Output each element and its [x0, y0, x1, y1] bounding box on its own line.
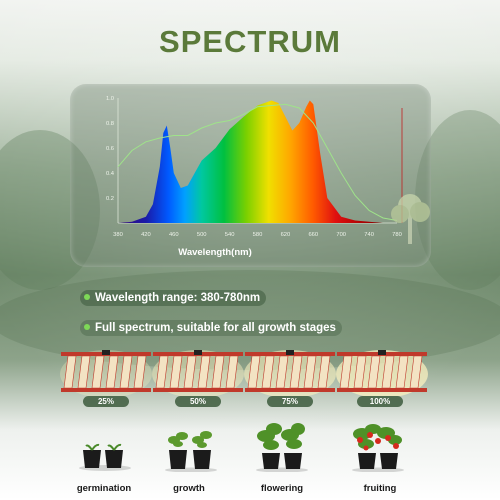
bullet-text: Full spectrum, suitable for all growth s…: [95, 322, 336, 334]
page-title: SPECTRUM: [0, 24, 500, 60]
x-tick-label: 580: [253, 232, 263, 238]
y-tick-label: 0.6: [106, 146, 114, 152]
y-tick-label: 1.0: [106, 96, 114, 102]
young-plant-pots-icon: [161, 420, 221, 472]
stage-label-growth: growth: [149, 483, 229, 494]
x-axis-label: Wavelength(nm): [70, 247, 360, 258]
grow-light-100: [334, 348, 430, 396]
driver-box: [194, 350, 202, 355]
stage-label-fruiting: fruiting: [340, 483, 420, 494]
x-tick-label: 700: [336, 232, 346, 238]
flowering-plant-pots-icon: [252, 420, 312, 472]
y-tick-label: 0.8: [106, 121, 114, 127]
grow-light-50: [150, 348, 246, 396]
lamp-bottom-bar: [337, 388, 427, 392]
x-tick-label: 380: [113, 232, 123, 238]
spectrum-chart: 380 420 460 500 540 580 620 660 700 740 780 1.0 0.8 0…: [70, 84, 431, 267]
x-tick-label: 460: [169, 232, 179, 238]
dimming-level-badge: 25%: [83, 396, 129, 407]
grow-light-75: [242, 348, 338, 396]
stage-label-flowering: flowering: [242, 483, 322, 494]
x-tick-label: 660: [308, 232, 318, 238]
fruiting-plant-pots-icon: [348, 420, 408, 472]
lamp-bottom-bar: [61, 388, 151, 392]
x-tick-label: 500: [197, 232, 207, 238]
stage-label-germination: germination: [64, 483, 144, 494]
seedling-pots-icon: [75, 420, 135, 472]
spectrum-series-area: [118, 101, 397, 224]
driver-box: [102, 350, 110, 355]
wavelength-range-pill: Wavelength range: 380-780nm: [80, 290, 266, 306]
x-tick-label: 740: [364, 232, 374, 238]
x-tick-label: 780: [392, 232, 402, 238]
x-tick-label: 420: [141, 232, 151, 238]
driver-box: [286, 350, 294, 355]
dimming-level-badge: 75%: [267, 396, 313, 407]
x-tick-label: 620: [281, 232, 291, 238]
y-tick-label: 0.4: [106, 171, 115, 177]
lamp-bottom-bar: [245, 388, 335, 392]
bullet-dot-icon: [84, 324, 90, 330]
x-tick-label: 540: [225, 232, 235, 238]
grow-light-25: [58, 348, 154, 396]
y-tick-label: 0.2: [106, 196, 114, 202]
full-spectrum-pill: Full spectrum, suitable for all growth s…: [80, 320, 342, 336]
bullet-dot-icon: [84, 294, 90, 300]
dimming-level-badge: 100%: [357, 396, 403, 407]
bullet-text: Wavelength range: 380-780nm: [95, 292, 260, 304]
driver-box: [378, 350, 386, 355]
dimming-level-badge: 50%: [175, 396, 221, 407]
lamp-bottom-bar: [153, 388, 243, 392]
